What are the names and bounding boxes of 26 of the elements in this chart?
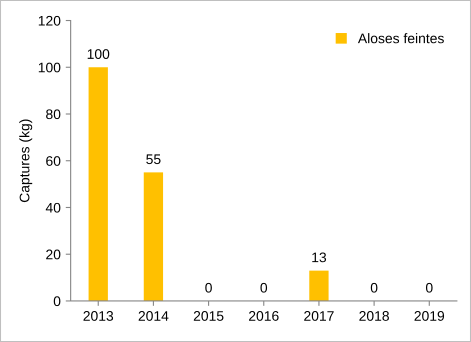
data-label: 0: [205, 282, 212, 293]
bar: [309, 270, 329, 301]
x-tick-label: 2018: [359, 311, 389, 321]
data-label: 100: [88, 49, 110, 59]
data-label: 0: [260, 282, 268, 293]
y-tick-label: 40: [46, 202, 60, 213]
y-tick-label: 100: [38, 62, 60, 72]
y-tick-label: 120: [38, 16, 60, 26]
legend-label: Aloses feintes: [358, 33, 444, 44]
y-axis-title: Captures (kg): [19, 120, 32, 202]
y-tick-label: 20: [46, 250, 60, 260]
data-label: 55: [146, 154, 161, 164]
x-tick-label: 2016: [249, 311, 279, 321]
bar: [88, 67, 108, 301]
y-tick-label: 80: [46, 109, 60, 120]
bar: [144, 172, 164, 301]
x-tick-label: 2013: [83, 311, 114, 321]
x-tick-label: 2014: [138, 311, 168, 321]
x-tick-label: 2015: [194, 311, 224, 321]
data-label: 0: [370, 282, 378, 293]
y-tick-label: 60: [46, 156, 60, 166]
y-tick-label: 0: [54, 296, 60, 306]
x-tick-label: 2019: [414, 311, 444, 321]
data-label: 13: [312, 252, 326, 262]
data-label: 0: [426, 282, 433, 293]
x-tick-label: 2017: [304, 311, 334, 321]
